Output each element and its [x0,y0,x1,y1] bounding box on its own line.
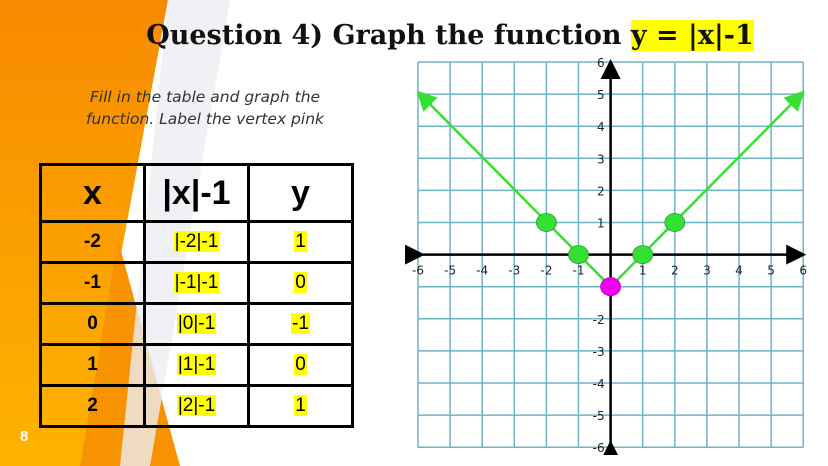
data-point [632,245,654,265]
x-tick-label: -3 [508,264,520,278]
x-tick-label: 3 [703,264,711,278]
table-row: 1 |1|-1 0 [39,343,354,387]
header-expression: |x|-1 [143,163,250,223]
y-tick-label: 5 [597,88,605,102]
cell-y: 0 [294,354,307,375]
cell-expression: |1|-1 [176,354,217,375]
table-row: 0 |0|-1 -1 [39,302,354,346]
x-tick-label: -5 [444,264,456,278]
title-function: y = |x|-1 [630,20,754,51]
cell-x: 2 [39,384,146,428]
x-tick-label: -2 [540,264,552,278]
cell-expression: |-1|-1 [173,272,220,293]
cell-x: 0 [39,302,146,346]
x-tick-label: -1 [573,264,585,278]
cell-expression: |2|-1 [176,395,217,416]
instructions: Fill in the table and graph the function… [85,88,325,128]
y-tick-label: -6 [593,441,605,455]
y-tick-label: -4 [593,377,605,391]
cell-expression: |0|-1 [176,313,217,334]
data-point [568,245,589,265]
data-point [664,213,686,232]
x-tick-label: -4 [476,264,488,278]
cell-x: -1 [39,261,146,305]
x-tick-label: 5 [767,264,775,278]
y-tick-label: -5 [593,409,605,423]
cell-expression: |-2|-1 [173,231,220,252]
y-tick-label: 6 [597,56,605,70]
y-tick-label: 1 [597,217,605,231]
table-header-row: x |x|-1 y [39,163,354,223]
table-row: -1 |-1|-1 0 [39,261,354,305]
x-tick-label: 2 [671,264,679,278]
y-tick-label: -3 [593,345,605,359]
cell-y: -1 [291,313,310,334]
table-row: -2 |-2|-1 1 [39,220,354,264]
x-tick-label: 1 [639,264,647,278]
y-tick-label: -2 [593,313,605,327]
slide-number: 8 [20,428,29,445]
y-tick-label: 4 [597,120,605,134]
cell-x: 1 [39,343,146,387]
data-point [535,213,557,232]
title-prefix: Question 4) Graph the function [146,20,631,51]
header-x: x [39,163,146,223]
x-tick-label: 4 [735,264,743,278]
header-y: y [247,163,354,223]
cell-x: -2 [39,220,146,264]
table-row: 2 |2|-1 1 [39,384,354,428]
x-tick-label: 6 [799,264,807,278]
value-table: x |x|-1 y -2 |-2|-1 1 -1 |-1|-1 0 0 |0|-1 -1 1… [39,163,354,428]
y-tick-label: 2 [597,184,605,198]
coordinate-graph: -6 -5 -4 -3 -2 -1 1 2 3 4 5 6 6 5 4 3 2 1 -2 -3 -4 -5 -6 [405,56,807,455]
y-tick-label: 3 [597,152,605,166]
page-title: Question 4) Graph the function y = |x|-1 [130,20,770,51]
cell-y: 1 [294,231,307,252]
cell-y: 1 [294,395,307,416]
x-tick-label: -6 [412,264,424,278]
vertex-point [600,277,622,297]
cell-y: 0 [294,272,307,293]
